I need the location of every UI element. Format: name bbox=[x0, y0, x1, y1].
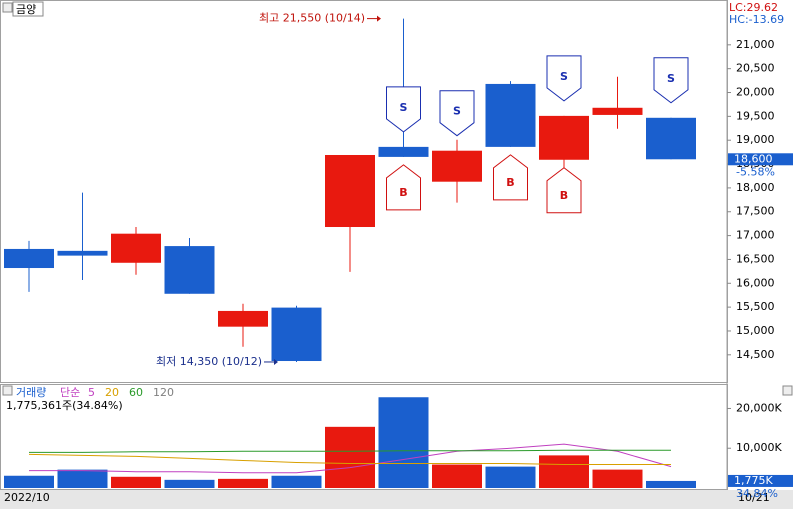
chart-title: 금양 bbox=[16, 3, 36, 16]
candle-body bbox=[592, 107, 643, 115]
legend-entry: 60 bbox=[129, 386, 143, 399]
sell-signal-label: S bbox=[400, 101, 408, 114]
candle-body bbox=[218, 310, 268, 327]
volume-bar bbox=[218, 478, 268, 488]
y-tick-label: 19,000 bbox=[736, 133, 775, 146]
arrow-head bbox=[274, 358, 278, 365]
annotation: 최고 21,550 (10/14) bbox=[259, 12, 365, 25]
ma-line bbox=[28, 453, 671, 466]
legend-entry: 120 bbox=[153, 386, 174, 399]
y-tick-label: 14,500 bbox=[736, 348, 775, 361]
y-tick-label: 15,000 bbox=[736, 324, 775, 337]
y-tick-label: 18,000 bbox=[736, 181, 775, 194]
sell-signal-label: S bbox=[453, 105, 461, 118]
volume-bar bbox=[485, 466, 536, 488]
candle-body bbox=[432, 150, 482, 182]
candle-body bbox=[111, 233, 161, 263]
volume-title: 거래량 bbox=[16, 386, 46, 399]
volume-bar bbox=[164, 479, 215, 488]
y-tick-label: 20,000 bbox=[736, 86, 775, 99]
current-price-label: 18,600 bbox=[734, 152, 773, 165]
annotation: 최저 14,350 (10/12) bbox=[156, 355, 262, 368]
buy-signal bbox=[493, 154, 528, 201]
ma-line bbox=[29, 449, 671, 453]
current-price-box bbox=[728, 153, 793, 166]
y-tick-label: 19,500 bbox=[736, 109, 775, 122]
y-tick-label: 16,500 bbox=[736, 252, 775, 265]
candle-body bbox=[485, 83, 536, 147]
y-tick-label: 17,000 bbox=[736, 229, 775, 242]
sell-signal-label: S bbox=[667, 72, 675, 85]
buy-signal bbox=[546, 167, 582, 214]
volume-bar bbox=[4, 475, 54, 488]
candle-body bbox=[378, 146, 429, 157]
buy-signal bbox=[386, 164, 421, 211]
candle-body bbox=[646, 117, 696, 160]
buy-signal-label: B bbox=[560, 189, 568, 202]
ma-line bbox=[29, 443, 672, 474]
candle-body bbox=[271, 307, 322, 362]
sell-signal bbox=[653, 57, 689, 104]
x-end-label: 10/21 bbox=[738, 491, 770, 504]
candle-body bbox=[57, 250, 108, 256]
legend-entry: 20 bbox=[105, 386, 119, 399]
volume-bar bbox=[539, 455, 589, 488]
buy-signal-label: B bbox=[506, 176, 514, 189]
volume-bar bbox=[325, 426, 375, 488]
volume-bar bbox=[592, 469, 643, 488]
y-tick-label: 21,000 bbox=[736, 38, 775, 51]
y-tick-label: 15,500 bbox=[736, 300, 775, 313]
candle-body bbox=[325, 154, 375, 228]
volume-bar bbox=[378, 397, 429, 488]
current-volume-ratio: 34.84% bbox=[736, 487, 778, 500]
date-bar bbox=[0, 490, 793, 509]
x-start-label: 2022/10 bbox=[4, 491, 50, 504]
hc-label: HC:-13.69 bbox=[729, 13, 784, 26]
panel-button[interactable] bbox=[2, 2, 13, 13]
current-volume-label: 1,775K bbox=[734, 474, 773, 487]
title-box bbox=[12, 1, 44, 17]
volume-summary: 1,775,361주(34.84%) bbox=[6, 399, 123, 412]
volume-bar bbox=[432, 464, 482, 488]
candle-body bbox=[4, 248, 54, 269]
current-volume-box bbox=[728, 474, 793, 487]
volume-bar bbox=[57, 469, 108, 488]
y-tick-label: 20,500 bbox=[736, 62, 775, 75]
y-tick-label: 20,000K bbox=[736, 401, 782, 414]
panel-button[interactable] bbox=[782, 385, 793, 396]
ma-label: 단순 bbox=[60, 386, 80, 399]
lc-label: LC:29.62 bbox=[729, 1, 778, 14]
candle-body bbox=[164, 246, 215, 294]
legend-entry: 5 bbox=[88, 386, 95, 399]
sell-signal bbox=[546, 55, 582, 102]
sell-signal-label: S bbox=[560, 70, 568, 83]
panel-button[interactable] bbox=[2, 385, 13, 396]
arrow-head bbox=[377, 15, 381, 22]
volume-bar bbox=[646, 480, 696, 488]
volume-bar bbox=[271, 475, 322, 488]
y-tick-label: 17,500 bbox=[736, 205, 775, 218]
volume-bar bbox=[111, 476, 161, 488]
current-change-label: -5.58% bbox=[736, 165, 775, 178]
y-tick-label: 16,000 bbox=[736, 276, 775, 289]
buy-signal-label: B bbox=[399, 186, 407, 199]
sell-signal bbox=[386, 86, 421, 133]
sell-signal bbox=[439, 90, 475, 137]
candle-body bbox=[539, 115, 589, 160]
y-tick-label: 10,000K bbox=[736, 441, 782, 454]
